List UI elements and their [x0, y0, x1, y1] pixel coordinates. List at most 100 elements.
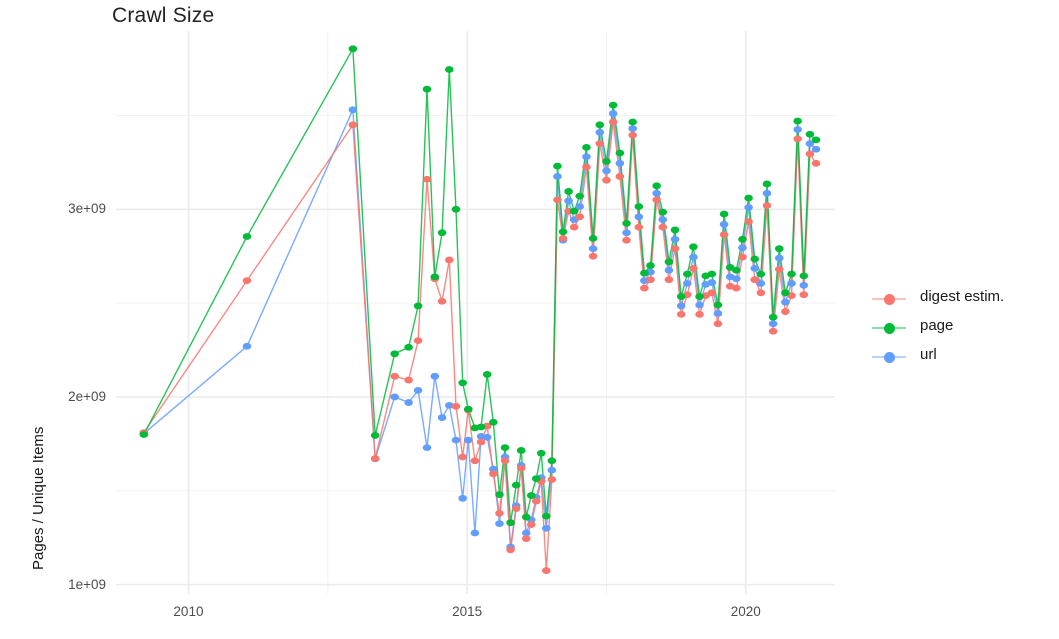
legend: digest estim. page url — [872, 286, 1052, 376]
data-point — [476, 423, 486, 431]
data-point — [430, 273, 440, 281]
data-point — [774, 245, 784, 253]
data-point — [370, 432, 380, 439]
data-point — [646, 276, 655, 284]
data-point — [689, 243, 698, 251]
data-point — [422, 85, 432, 93]
data-point — [615, 173, 625, 180]
data-point — [458, 494, 467, 502]
data-point — [683, 280, 692, 287]
data-point — [756, 289, 766, 297]
data-point — [139, 431, 149, 438]
data-point — [634, 203, 644, 210]
data-point — [437, 229, 447, 237]
data-point — [768, 327, 778, 335]
data-point — [437, 414, 447, 421]
data-point — [622, 236, 631, 244]
data-point — [658, 216, 668, 224]
data-point — [640, 284, 649, 292]
data-point — [422, 175, 432, 183]
data-point — [495, 491, 504, 498]
legend-key-icon — [872, 286, 906, 312]
series-points-url — [139, 106, 821, 551]
data-point — [500, 457, 510, 465]
data-point — [531, 475, 541, 482]
data-point — [713, 310, 723, 317]
data-point — [750, 255, 760, 263]
data-point — [489, 418, 498, 426]
data-point — [558, 234, 568, 242]
data-point — [774, 265, 784, 273]
data-point — [719, 231, 729, 239]
data-point — [390, 393, 399, 401]
data-point — [595, 121, 605, 129]
data-point — [762, 189, 772, 197]
data-point — [689, 253, 698, 261]
data-point — [781, 298, 790, 306]
data-point — [588, 252, 598, 260]
page-title: Crawl Size — [112, 4, 215, 27]
legend-label: digest estim. — [920, 288, 1005, 305]
data-point — [615, 159, 625, 167]
data-point — [670, 226, 680, 234]
data-point — [719, 210, 729, 218]
data-point — [676, 302, 686, 310]
data-point — [615, 149, 625, 157]
data-point — [558, 228, 568, 236]
data-point — [738, 253, 747, 261]
data-point — [404, 343, 413, 351]
data-point — [495, 509, 504, 517]
data-point — [602, 167, 611, 175]
data-point — [547, 476, 557, 483]
x-tick-label: 2010 — [173, 604, 204, 619]
data-point — [658, 208, 668, 216]
data-point — [470, 529, 480, 537]
data-point — [422, 444, 432, 452]
plot-panel — [116, 31, 835, 594]
data-point — [652, 196, 661, 204]
data-point — [575, 192, 585, 200]
data-point — [588, 234, 598, 242]
data-point — [458, 379, 467, 387]
data-point — [575, 203, 585, 210]
data-point — [707, 270, 717, 278]
data-point — [744, 204, 753, 211]
data-point — [762, 180, 772, 188]
data-point — [495, 520, 504, 528]
data-point — [595, 128, 605, 136]
data-point — [628, 118, 637, 126]
y-tick-label: 2e+09 — [68, 388, 106, 404]
data-point — [695, 310, 704, 318]
data-point — [732, 275, 741, 283]
data-point — [652, 182, 661, 190]
data-point — [793, 117, 802, 125]
legend-label: url — [920, 346, 937, 363]
data-point — [541, 524, 551, 532]
data-point — [634, 213, 644, 221]
data-point — [799, 291, 809, 299]
data-point — [242, 342, 252, 350]
data-point — [676, 310, 686, 318]
data-point — [547, 466, 557, 474]
data-point — [634, 223, 644, 231]
data-point — [531, 497, 541, 505]
data-point — [608, 110, 618, 117]
data-point — [489, 465, 498, 473]
data-point — [756, 270, 766, 278]
data-point — [569, 207, 579, 215]
series-points-digest-estim- — [139, 118, 821, 574]
data-point — [526, 521, 536, 528]
data-point — [664, 258, 674, 266]
data-point — [516, 447, 526, 454]
data-point — [451, 205, 461, 213]
data-point — [658, 223, 668, 231]
data-point — [744, 194, 753, 202]
data-point — [370, 455, 380, 462]
data-point — [805, 140, 815, 147]
data-point — [738, 235, 747, 243]
data-point — [553, 196, 562, 204]
data-point — [646, 262, 655, 269]
data-point — [689, 265, 698, 272]
data-point — [575, 213, 585, 221]
